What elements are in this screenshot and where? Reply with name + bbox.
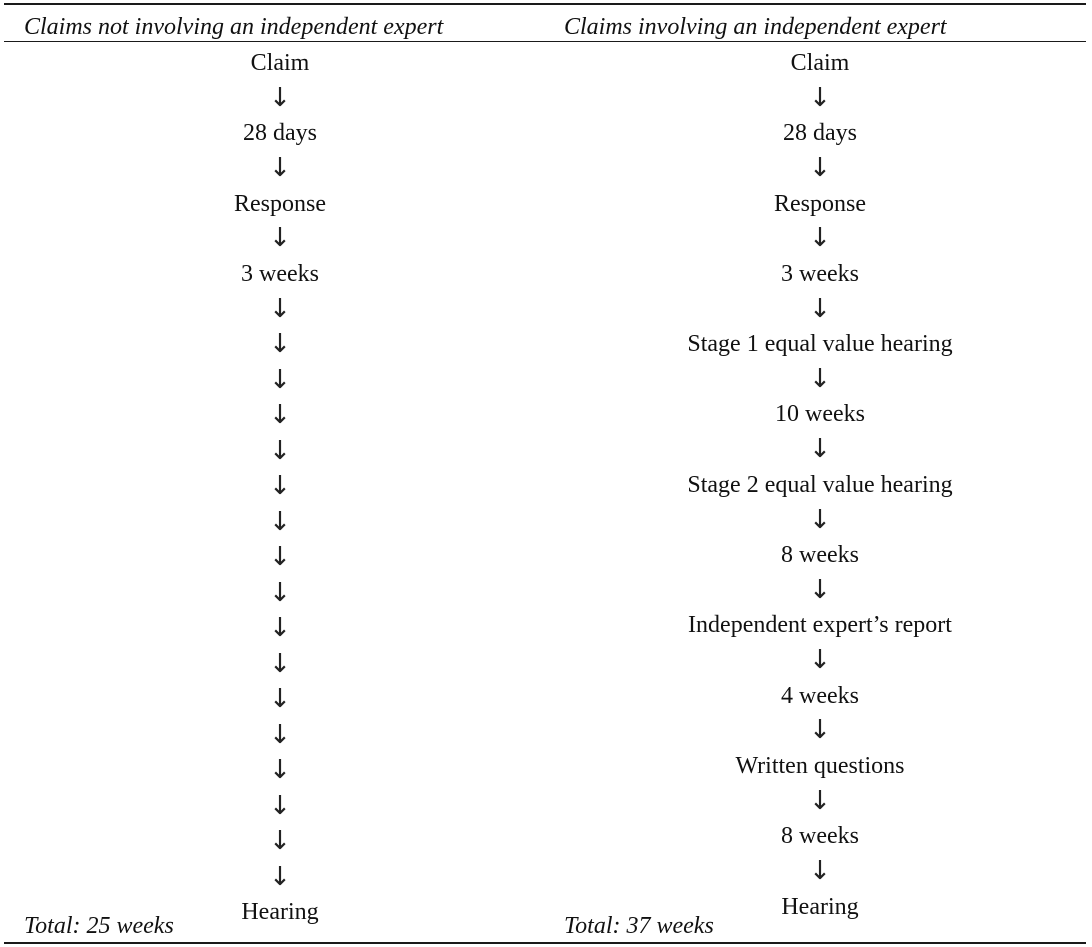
down-arrow-icon: ↓ xyxy=(269,82,291,113)
down-arrow-icon: ↓ xyxy=(809,785,831,816)
down-arrow-icon: ↓ xyxy=(269,506,291,537)
right-step-8-weeks: 8 weeks xyxy=(781,542,859,569)
down-arrow-icon: ↓ xyxy=(269,790,291,821)
down-arrow-icon: ↓ xyxy=(269,648,291,679)
total-left: Total: 25 weeks xyxy=(24,913,174,939)
left-arrow-run: ↓ ↓ ↓ ↓ ↓ ↓ ↓ ↓ ↓ ↓ ↓ ↓ ↓ ↓ ↓ ↓ ↓ xyxy=(269,292,291,896)
right-step-4-weeks: 4 weeks xyxy=(781,682,859,709)
right-step-stage-1-hearing: Stage 1 equal value hearing xyxy=(687,331,953,358)
header-rule xyxy=(4,41,1086,42)
left-step-claim: Claim xyxy=(250,50,310,76)
down-arrow-icon: ↓ xyxy=(269,542,291,573)
down-arrow-icon: ↓ xyxy=(269,861,291,892)
down-arrow-icon: ↓ xyxy=(269,684,291,715)
down-arrow-icon: ↓ xyxy=(809,363,831,394)
down-arrow-icon: ↓ xyxy=(809,434,831,465)
right-step-hearing: Hearing xyxy=(781,893,859,920)
down-arrow-icon: ↓ xyxy=(269,613,291,644)
right-step-response: Response xyxy=(774,190,866,217)
down-arrow-icon: ↓ xyxy=(269,400,291,431)
down-arrow-icon: ↓ xyxy=(809,153,831,184)
down-arrow-icon: ↓ xyxy=(809,715,831,746)
down-arrow-icon: ↓ xyxy=(809,574,831,605)
down-arrow-icon: ↓ xyxy=(269,329,291,360)
timeline-right: Claim ↓ 28 days ↓ Response ↓ 3 weeks ↓ S… xyxy=(550,46,1090,924)
down-arrow-icon: ↓ xyxy=(269,577,291,608)
right-step-3-weeks: 3 weeks xyxy=(781,260,859,287)
down-arrow-icon: ↓ xyxy=(269,223,291,254)
right-step-expert-report: Independent expert’s report xyxy=(688,612,952,639)
down-arrow-icon: ↓ xyxy=(269,153,291,184)
left-step-response: Response xyxy=(234,190,326,217)
down-arrow-icon: ↓ xyxy=(809,82,831,113)
down-arrow-icon: ↓ xyxy=(269,364,291,395)
table-top-rule xyxy=(4,3,1086,5)
right-step-10-weeks: 10 weeks xyxy=(775,401,865,428)
down-arrow-icon: ↓ xyxy=(269,719,291,750)
left-step-3-weeks: 3 weeks xyxy=(241,260,319,287)
down-arrow-icon: ↓ xyxy=(809,645,831,676)
right-step-written-questions: Written questions xyxy=(735,752,905,779)
down-arrow-icon: ↓ xyxy=(269,435,291,466)
left-step-28-days: 28 days xyxy=(243,120,317,147)
down-arrow-icon: ↓ xyxy=(809,856,831,887)
right-step-8-weeks-final: 8 weeks xyxy=(781,823,859,850)
column-header-left: Claims not involving an independent expe… xyxy=(24,14,444,40)
right-step-28-days: 28 days xyxy=(783,120,857,147)
down-arrow-icon: ↓ xyxy=(269,293,291,324)
down-arrow-icon: ↓ xyxy=(809,293,831,324)
down-arrow-icon: ↓ xyxy=(809,223,831,254)
down-arrow-icon: ↓ xyxy=(269,755,291,786)
down-arrow-icon: ↓ xyxy=(809,504,831,535)
table-bottom-rule xyxy=(4,942,1086,944)
down-arrow-icon: ↓ xyxy=(269,826,291,857)
column-header-right: Claims involving an independent expert xyxy=(564,14,947,40)
total-right: Total: 37 weeks xyxy=(564,913,714,939)
right-step-stage-2-hearing: Stage 2 equal value hearing xyxy=(687,471,953,498)
right-step-claim: Claim xyxy=(790,50,850,76)
down-arrow-icon: ↓ xyxy=(269,471,291,502)
left-step-hearing: Hearing xyxy=(241,899,319,926)
timeline-left: Claim ↓ 28 days ↓ Response ↓ 3 weeks ↓ ↓ ↓… xyxy=(10,46,550,930)
